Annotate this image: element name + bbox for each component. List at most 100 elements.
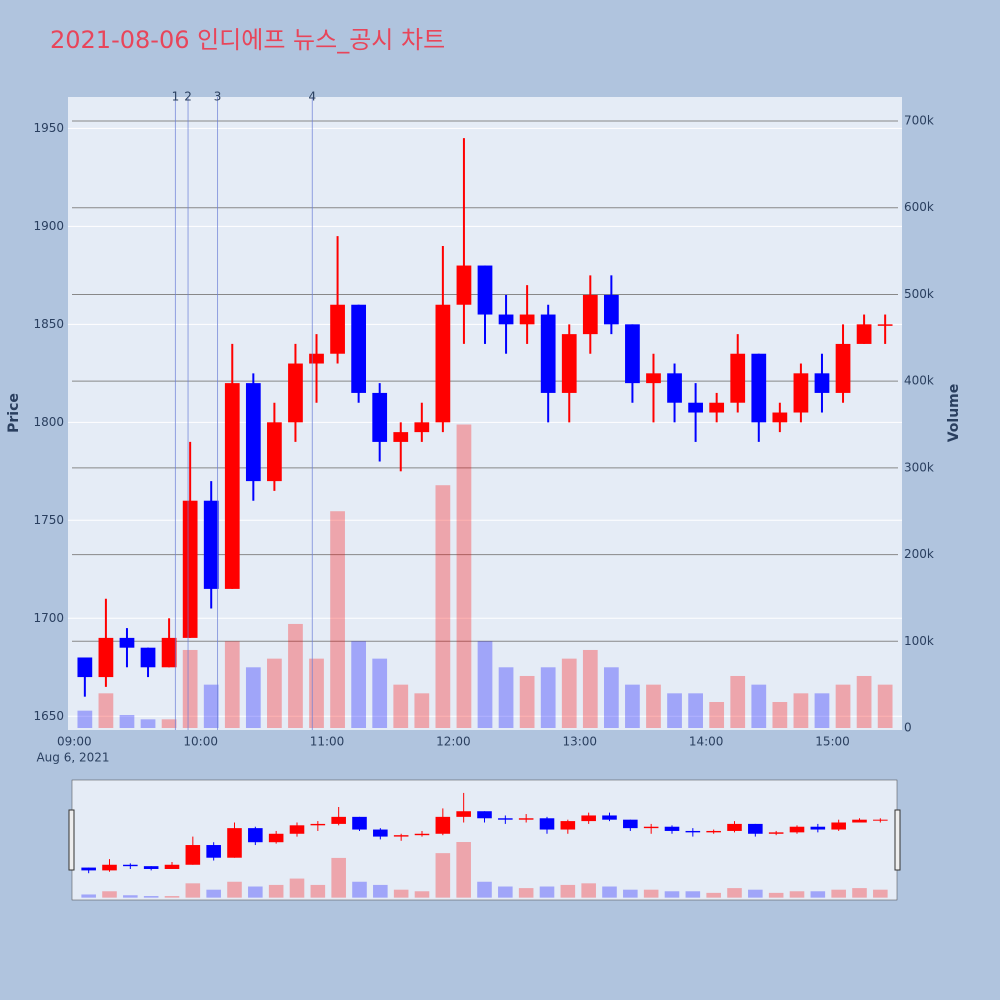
volume-bar bbox=[267, 658, 282, 729]
volume-bar bbox=[435, 485, 451, 729]
candle-body bbox=[835, 343, 851, 393]
mini-candle-body bbox=[143, 866, 159, 869]
mini-volume-bar bbox=[706, 892, 721, 898]
candle-body bbox=[877, 324, 893, 326]
mini-candle-body bbox=[81, 867, 96, 871]
y-tick-label: 1750 bbox=[33, 513, 64, 527]
mini-volume-bar bbox=[185, 883, 201, 898]
mini-volume-bar bbox=[81, 894, 96, 898]
mini-volume-bar bbox=[560, 884, 576, 898]
volume-bar bbox=[772, 701, 788, 729]
candle-body bbox=[140, 647, 156, 668]
mini-candle-body bbox=[164, 864, 180, 869]
volume-bar bbox=[498, 667, 514, 729]
candle-body bbox=[245, 383, 261, 482]
mini-candle-body bbox=[643, 826, 659, 829]
candle-body bbox=[435, 304, 451, 423]
mini-volume-bar bbox=[123, 895, 138, 898]
mini-candle-body bbox=[123, 864, 138, 867]
volume-bar bbox=[224, 641, 240, 729]
y2-tick-label: 100k bbox=[904, 634, 934, 648]
mini-volume-bar bbox=[310, 884, 326, 898]
candle-body bbox=[203, 500, 219, 589]
volume-bar bbox=[288, 623, 303, 729]
mini-volume-bar bbox=[102, 891, 117, 898]
candle-body bbox=[288, 363, 303, 423]
mini-volume-bar bbox=[810, 891, 826, 898]
candle-body bbox=[625, 324, 640, 384]
mini-candle-body bbox=[310, 823, 326, 826]
mini-candle-body bbox=[352, 816, 367, 830]
y2-tick-label: 200k bbox=[904, 547, 934, 561]
mini-candle-body bbox=[623, 819, 638, 829]
volume-bar bbox=[182, 649, 198, 729]
mini-candle-body bbox=[873, 819, 888, 821]
x-date-label: Aug 6, 2021 bbox=[36, 751, 109, 765]
candle-body bbox=[793, 373, 809, 413]
volume-bar bbox=[477, 641, 493, 729]
mini-volume-bar bbox=[268, 884, 284, 898]
mini-candle-body bbox=[248, 828, 263, 843]
mini-volume-bar bbox=[373, 884, 388, 898]
mini-candle-body bbox=[560, 821, 576, 830]
y2-tick-label: 600k bbox=[904, 200, 934, 214]
volume-bar bbox=[814, 693, 830, 729]
mini-candle-body bbox=[727, 823, 742, 831]
candle-body bbox=[856, 324, 872, 344]
x-tick-label: 09:00 bbox=[57, 735, 92, 749]
y2-axis-title: Volume bbox=[946, 384, 962, 443]
volume-bar bbox=[456, 424, 472, 729]
candle-body bbox=[414, 422, 430, 433]
mini-candle-body bbox=[581, 815, 596, 822]
candle-body bbox=[751, 353, 767, 423]
slider-handle[interactable] bbox=[68, 809, 75, 871]
candle-body bbox=[772, 412, 788, 423]
mini-volume-bar bbox=[248, 886, 263, 898]
range-slider[interactable] bbox=[71, 779, 898, 901]
y2-tick-label: 700k bbox=[904, 114, 934, 128]
mini-candle-body bbox=[185, 845, 201, 865]
volume-bar bbox=[351, 641, 367, 729]
mini-volume-bar bbox=[664, 891, 680, 898]
mini-volume-bar bbox=[143, 896, 159, 898]
candle-body bbox=[688, 402, 703, 413]
candle-body bbox=[456, 265, 472, 305]
y-tick-label: 1850 bbox=[33, 317, 64, 331]
y2-tick-label: 400k bbox=[904, 374, 934, 388]
x-tick-label: 11:00 bbox=[310, 735, 345, 749]
mini-candle-body bbox=[706, 830, 721, 833]
mini-volume-bar bbox=[748, 889, 763, 898]
volume-bar bbox=[372, 658, 388, 729]
mini-candle-body bbox=[685, 830, 701, 833]
x-tick-label: 14:00 bbox=[689, 735, 724, 749]
y-tick-label: 1950 bbox=[33, 121, 64, 135]
candle-body bbox=[330, 304, 345, 354]
x-tick-label: 12:00 bbox=[436, 735, 471, 749]
candle-body bbox=[667, 373, 682, 403]
y-tick-label: 1900 bbox=[33, 219, 64, 233]
mini-volume-bar bbox=[331, 857, 346, 898]
mini-candle-body bbox=[435, 816, 451, 834]
mini-candle-body bbox=[602, 815, 617, 820]
mini-candle-body bbox=[331, 816, 346, 824]
mini-candle-body bbox=[664, 826, 680, 831]
mini-candle-body bbox=[102, 864, 117, 871]
mini-volume-bar bbox=[414, 891, 430, 898]
slider-handle[interactable] bbox=[894, 809, 901, 871]
mini-volume-bar bbox=[352, 881, 367, 898]
mini-candle-body bbox=[206, 845, 221, 858]
volume-bar bbox=[603, 667, 619, 729]
candle-body bbox=[224, 383, 240, 589]
candle-body bbox=[119, 637, 135, 648]
mini-candle-body bbox=[518, 818, 534, 820]
mini-candle-body bbox=[810, 826, 826, 830]
candle-body bbox=[646, 373, 661, 384]
candle-body bbox=[372, 392, 388, 442]
volume-bar bbox=[856, 675, 872, 729]
chart-title: 2021-08-06 인디에프 뉴스_공시 차트 bbox=[50, 26, 445, 54]
x-tick-label: 10:00 bbox=[183, 735, 218, 749]
mini-candle-body bbox=[831, 822, 846, 830]
volume-bar bbox=[540, 667, 556, 729]
mini-candle-body bbox=[414, 833, 430, 836]
